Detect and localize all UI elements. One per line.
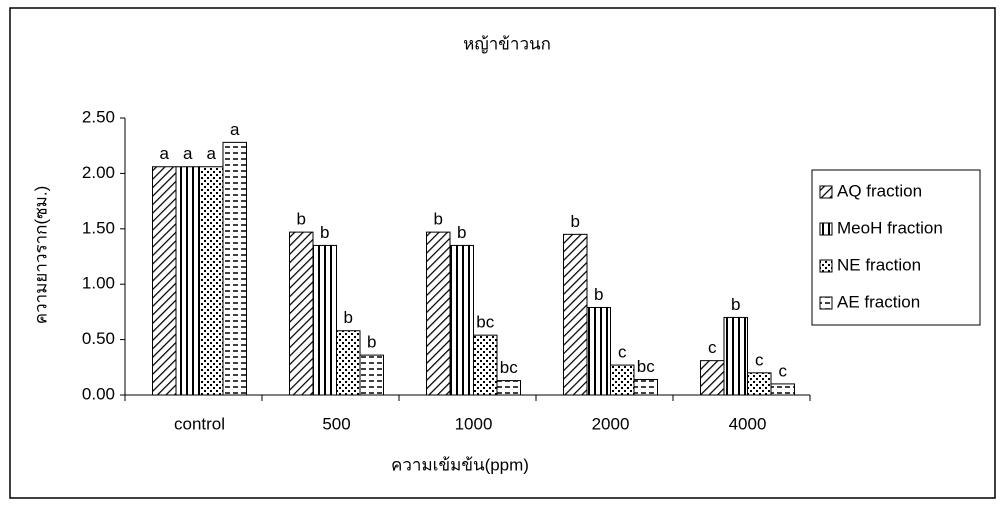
legend-label: NE fraction <box>837 255 921 274</box>
significance-label: c <box>755 350 764 369</box>
bar <box>496 380 521 396</box>
bar <box>289 231 314 396</box>
significance-label: b <box>731 295 740 314</box>
bar <box>770 383 795 396</box>
legend-box <box>811 169 981 326</box>
y-tick-label: 1.00 <box>82 274 115 293</box>
bar <box>563 233 588 396</box>
significance-label: bc <box>637 357 655 376</box>
significance-label: b <box>594 285 603 304</box>
bar <box>700 360 725 396</box>
x-tick-label: control <box>174 414 225 433</box>
bar <box>175 166 200 396</box>
bar <box>222 141 247 396</box>
legend-swatch <box>819 296 833 310</box>
significance-label: b <box>297 210 306 229</box>
bar <box>359 354 384 396</box>
significance-label: bc <box>476 313 494 332</box>
x-tick-label: 4000 <box>729 414 767 433</box>
significance-label: a <box>207 144 217 163</box>
legend-label: AQ fraction <box>837 181 922 200</box>
y-tick-label: 2.00 <box>82 163 115 182</box>
bar <box>152 166 177 396</box>
y-tick-label: 2.50 <box>82 107 115 126</box>
bar <box>426 231 451 396</box>
legend-swatch <box>819 222 833 236</box>
bar <box>723 316 748 396</box>
bar <box>449 244 474 396</box>
legend-label: MeoH fraction <box>837 218 943 237</box>
bar <box>473 334 498 396</box>
y-tick-label: 1.50 <box>82 218 115 237</box>
significance-label: b <box>434 210 443 229</box>
legend-swatch <box>819 259 833 273</box>
bar <box>747 372 772 396</box>
significance-label: a <box>230 120 240 139</box>
significance-label: a <box>160 144 170 163</box>
bar <box>610 364 635 396</box>
bar <box>312 244 337 396</box>
bar <box>199 166 224 396</box>
y-tick-label: 0.50 <box>82 329 115 348</box>
bar <box>336 330 361 396</box>
x-tick-label: 500 <box>322 414 350 433</box>
bar <box>586 306 611 396</box>
significance-label: c <box>618 343 627 362</box>
x-tick-label: 1000 <box>455 414 493 433</box>
y-axis-label: ความยาวราก(ซม.) <box>31 186 50 324</box>
y-tick-label: 0.00 <box>82 384 115 403</box>
x-axis-label: ความเข้มข้น(ppm) <box>391 455 529 474</box>
significance-label: b <box>367 333 376 352</box>
significance-label: b <box>344 308 353 327</box>
significance-label: b <box>457 223 466 242</box>
significance-label: b <box>320 223 329 242</box>
legend-swatch <box>819 185 833 199</box>
significance-label: c <box>779 361 788 380</box>
significance-label: c <box>708 338 717 357</box>
significance-label: b <box>571 212 580 231</box>
chart-title: หญ้าข้าวนก <box>463 34 551 53</box>
significance-label: bc <box>500 358 518 377</box>
significance-label: a <box>183 144 193 163</box>
x-tick-label: 2000 <box>592 414 630 433</box>
legend-label: AE fraction <box>837 292 920 311</box>
bar <box>633 378 658 396</box>
